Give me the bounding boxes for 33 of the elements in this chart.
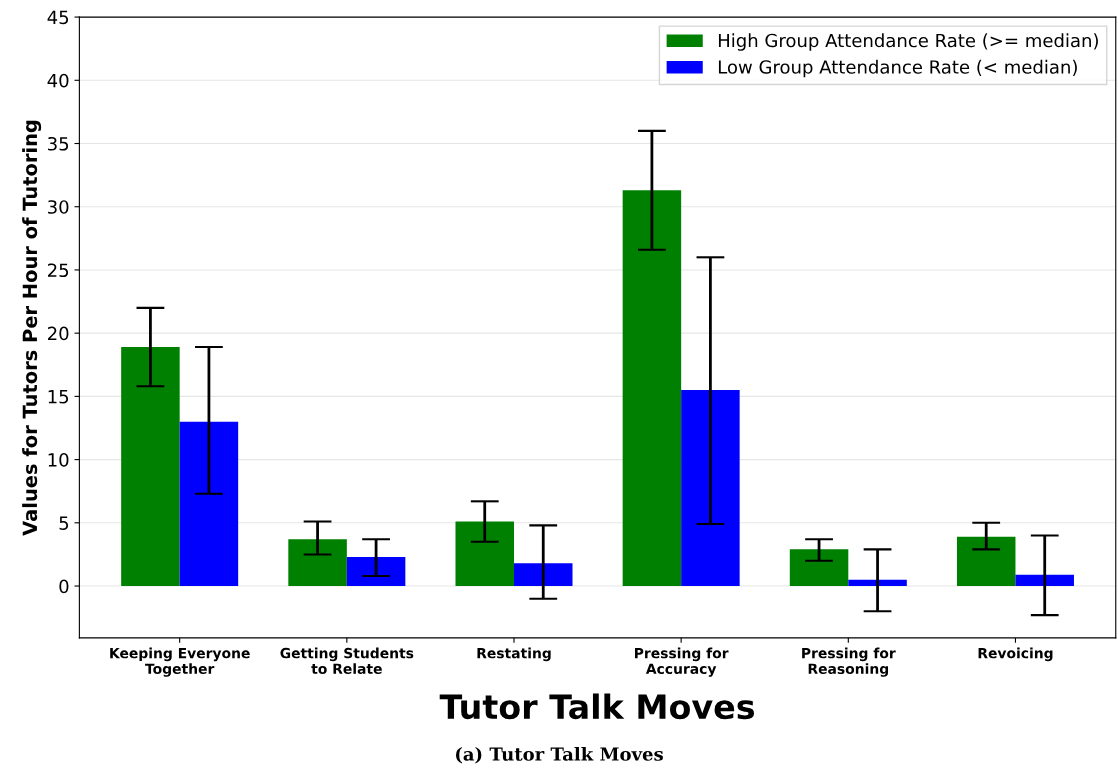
bar <box>1015 574 1074 587</box>
bar <box>848 579 907 587</box>
bar <box>121 347 180 587</box>
text: (a) Tutor Talk Moves <box>456 746 663 764</box>
bar <box>513 563 573 587</box>
bar <box>956 536 1016 587</box>
legend-label: Low Group Attendance Rate (< median) <box>718 59 1077 78</box>
x-tick-label: Revoicing <box>978 647 1053 662</box>
y-tick-label: 10 <box>48 453 69 467</box>
bar <box>288 539 347 587</box>
bar <box>179 421 239 587</box>
y-tick-label: 5 <box>59 516 69 530</box>
y-tick-label: 45 <box>47 10 69 25</box>
y-tick-label: 25 <box>48 263 69 278</box>
x-tick-label: Getting Students to Relate <box>280 647 414 675</box>
y-tick-label: 15 <box>48 390 69 404</box>
y-tick-label: 30 <box>48 200 69 214</box>
bar <box>346 556 406 587</box>
bar <box>789 549 849 587</box>
y-tick-label: 20 <box>48 326 69 341</box>
y-tick-label: 40 <box>47 73 69 88</box>
y-tick-label: 35 <box>48 136 69 151</box>
x-tick-label: Pressing for Reasoning <box>802 647 896 677</box>
x-axis-title: Tutor Talk Moves <box>439 693 755 720</box>
y-axis-title: Values for Tutors Per Hour of Tutoring <box>22 120 42 536</box>
x-tick-label: Keeping Everyone Together <box>110 647 250 677</box>
bar <box>455 521 514 587</box>
legend-label: High Group Attendance Rate (>= median) <box>718 33 1098 51</box>
x-tick-label: Pressing for Accuracy <box>635 647 729 677</box>
bar <box>681 390 740 587</box>
x-tick-label: Restating <box>477 647 551 662</box>
y-tick-label: 0 <box>59 579 69 594</box>
bar <box>622 190 682 587</box>
